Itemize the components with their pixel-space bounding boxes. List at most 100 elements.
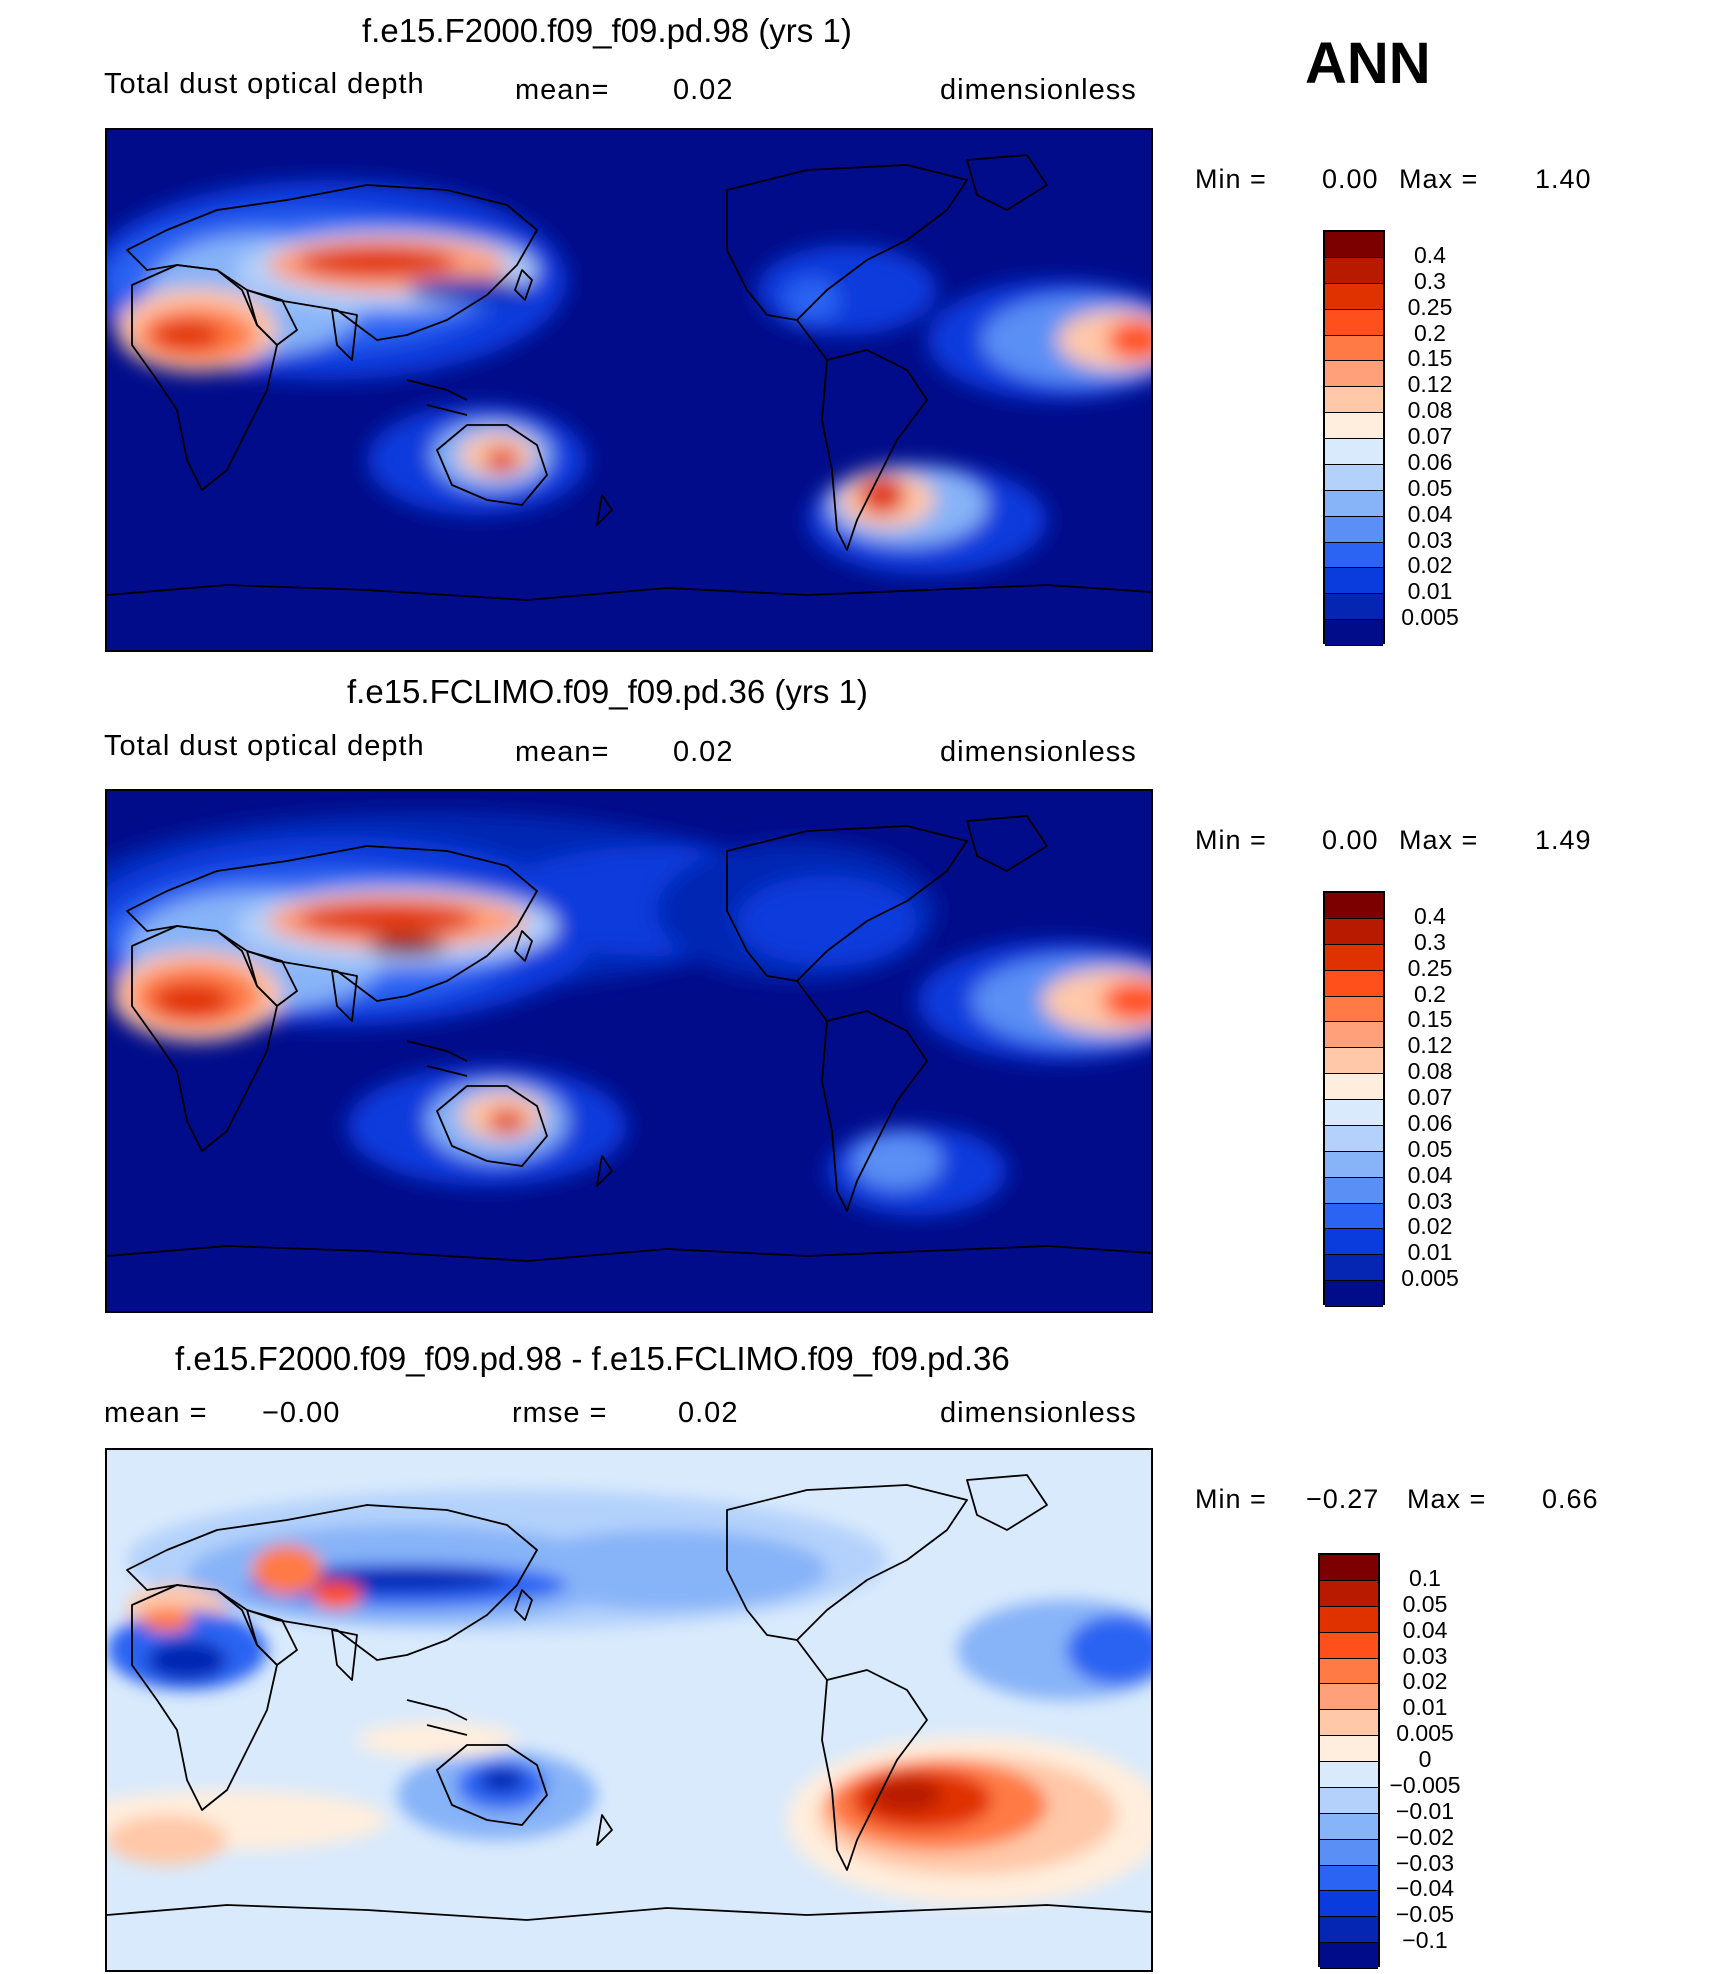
colorbar-segment (1325, 232, 1383, 258)
colorbar-tick-label: 0.05 (1402, 1590, 1448, 1617)
colorbar-segment (1320, 1710, 1378, 1737)
colorbar-segment (1320, 1555, 1378, 1581)
colorbar-segment (1320, 1762, 1378, 1788)
panel1-variable-label: Total dust optical depth (104, 68, 425, 100)
colorbar-tick-label: −0.03 (1395, 1849, 1455, 1876)
colorbar-segment (1325, 1229, 1383, 1256)
panel3-colorbar (1318, 1553, 1380, 1969)
panel2-max-value: 1.49 (1535, 825, 1592, 855)
panel2-units: dimensionless (940, 736, 1137, 768)
colorbar-tick-label: 0.4 (1414, 902, 1446, 929)
colorbar-tick-label: 0.005 (1401, 604, 1459, 631)
colorbar-segment (1325, 464, 1383, 491)
panel1-max-label: Max = (1399, 164, 1479, 194)
colorbar-segment (1325, 439, 1383, 465)
colorbar-segment (1325, 970, 1383, 997)
colorbar-segment (1320, 1943, 1378, 1969)
colorbar-segment (1325, 361, 1383, 388)
colorbar-segment (1325, 335, 1383, 362)
colorbar-segment (1320, 1891, 1378, 1918)
colorbar-tick-label: 0.12 (1407, 371, 1453, 398)
colorbar-tick-label: 0.08 (1407, 1058, 1453, 1085)
colorbar-segment (1325, 918, 1383, 945)
colorbar-segment (1320, 1736, 1378, 1762)
colorbar-tick-label: 0.04 (1407, 1161, 1453, 1188)
panel3-min-label: Min = (1195, 1484, 1267, 1514)
colorbar-segment (1325, 594, 1383, 621)
panel1-mean-value: 0.02 (673, 74, 734, 106)
colorbar-segment (1325, 893, 1383, 919)
panel1-max-value: 1.40 (1535, 164, 1592, 194)
colorbar-segment (1320, 1658, 1378, 1685)
panel2-min-value: 0.00 (1322, 825, 1379, 855)
panel3-title: f.e15.F2000.f09_f09.pd.98 - f.e15.FCLIMO… (175, 1340, 1010, 1377)
colorbar-segment (1320, 1684, 1378, 1711)
panel1-colorbar (1323, 230, 1385, 646)
colorbar-tick-label: 0.08 (1407, 397, 1453, 424)
colorbar-segment (1325, 1203, 1383, 1230)
colorbar-segment (1320, 1580, 1378, 1607)
colorbar-tick-label: 0.2 (1414, 319, 1446, 346)
colorbar-tick-label: 0.05 (1407, 474, 1453, 501)
panel3-mean-label: mean = (104, 1397, 208, 1429)
colorbar-segment (1325, 620, 1383, 646)
colorbar-segment (1325, 1151, 1383, 1178)
colorbar-tick-label: 0 (1418, 1746, 1432, 1772)
colorbar-segment (1325, 490, 1383, 517)
colorbar-tick-label: 0.2 (1414, 980, 1446, 1007)
colorbar-tick-label: 0.15 (1407, 345, 1453, 372)
colorbar-segment (1325, 309, 1383, 336)
panel3-max-label: Max = (1407, 1484, 1487, 1514)
colorbar-segment (1320, 1632, 1378, 1659)
colorbar-tick-label: 0.02 (1402, 1668, 1448, 1695)
colorbar-segment (1325, 542, 1383, 569)
colorbar-segment (1320, 1839, 1378, 1866)
colorbar-tick-label: 0.07 (1407, 423, 1453, 449)
panel1-mean-label: mean= (515, 74, 610, 106)
panel1-min-label: Min = (1195, 164, 1267, 194)
colorbar-segment (1325, 1048, 1383, 1075)
colorbar-tick-label: 0.01 (1402, 1694, 1448, 1721)
colorbar-tick-label: 0.06 (1407, 1109, 1453, 1136)
panel1-units: dimensionless (940, 74, 1137, 106)
colorbar-segment (1320, 1813, 1378, 1840)
colorbar-tick-label: 0.3 (1414, 267, 1446, 294)
colorbar-tick-label: 0.12 (1407, 1032, 1453, 1059)
colorbar-segment (1325, 1281, 1383, 1307)
panel1-min-value: 0.00 (1322, 164, 1379, 194)
colorbar-tick-label: 0.03 (1407, 526, 1453, 553)
colorbar-tick-label: 0.04 (1407, 500, 1453, 527)
panel2-mean-label: mean= (515, 736, 610, 768)
panel2-colorbar (1323, 891, 1385, 1307)
colorbar-segment (1325, 283, 1383, 310)
panel2-variable-label: Total dust optical depth (104, 730, 425, 762)
colorbar-tick-label: 0.02 (1407, 552, 1453, 579)
panel3-units: dimensionless (940, 1397, 1137, 1429)
panel3-min-value: −0.27 (1306, 1484, 1380, 1514)
colorbar-tick-label: 0.25 (1407, 954, 1453, 981)
panel1-title: f.e15.F2000.f09_f09.pd.98 (yrs 1) (362, 12, 852, 49)
colorbar-segment (1325, 257, 1383, 284)
colorbar-segment (1325, 1125, 1383, 1152)
colorbar-segment (1325, 1177, 1383, 1204)
panel2-min-label: Min = (1195, 825, 1267, 855)
colorbar-segment (1325, 568, 1383, 595)
colorbar-segment (1325, 1022, 1383, 1049)
colorbar-segment (1325, 1255, 1383, 1282)
colorbar-tick-label: 0.07 (1407, 1084, 1453, 1110)
colorbar-tick-label: 0.05 (1407, 1135, 1453, 1162)
colorbar-segment (1320, 1606, 1378, 1633)
colorbar-tick-label: 0.03 (1407, 1187, 1453, 1214)
colorbar-segment (1325, 1074, 1383, 1100)
colorbar-tick-label: 0.06 (1407, 448, 1453, 475)
colorbar-tick-label: 0.04 (1402, 1616, 1448, 1643)
colorbar-tick-label: 0.005 (1401, 1265, 1459, 1292)
panel2-max-label: Max = (1399, 825, 1479, 855)
colorbar-tick-label: 0.02 (1407, 1213, 1453, 1240)
panel2-mean-value: 0.02 (673, 736, 734, 768)
panel3-mean-value: −0.00 (262, 1397, 341, 1429)
colorbar-segment (1320, 1787, 1378, 1814)
panel2-title: f.e15.FCLIMO.f09_f09.pd.36 (yrs 1) (347, 673, 868, 710)
colorbar-tick-label: 0.03 (1402, 1642, 1448, 1669)
colorbar-tick-label: −0.1 (1402, 1927, 1448, 1954)
